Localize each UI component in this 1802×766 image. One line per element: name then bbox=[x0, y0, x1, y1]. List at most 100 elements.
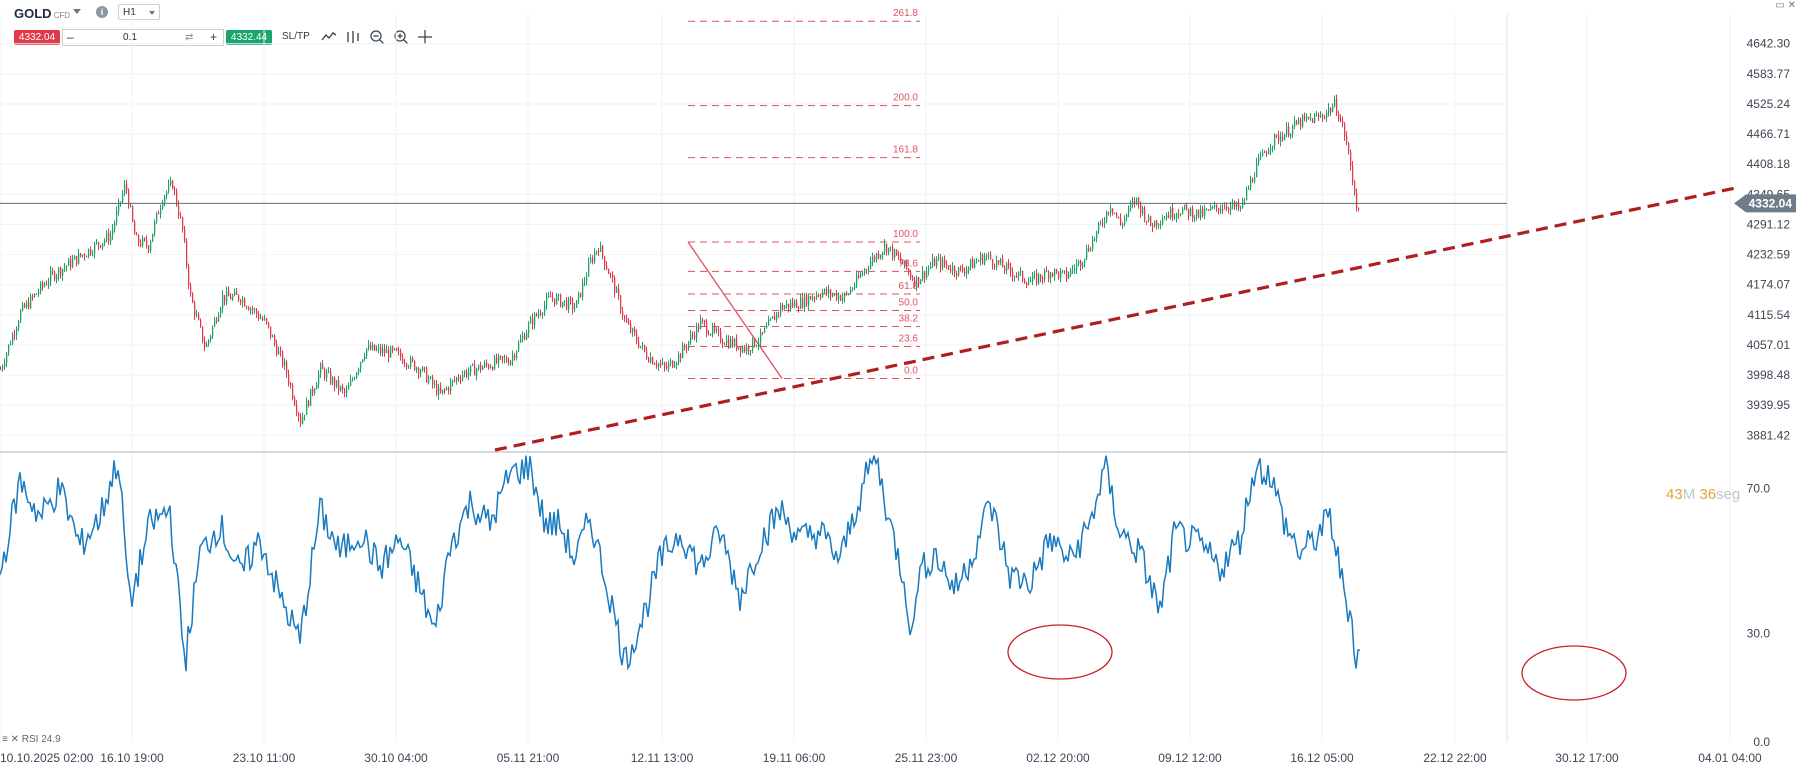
candle-body bbox=[508, 361, 510, 365]
fib-level-label: 161.8 bbox=[893, 145, 918, 156]
symbol-title[interactable]: GOLD CFD bbox=[14, 6, 71, 21]
candle-body bbox=[1180, 214, 1182, 216]
gridlines bbox=[0, 14, 1731, 742]
candle-body bbox=[712, 326, 714, 335]
candle-body bbox=[1192, 208, 1194, 219]
candle-body bbox=[1072, 269, 1074, 271]
indicators-icon[interactable] bbox=[344, 28, 362, 46]
candle-body bbox=[1142, 208, 1144, 214]
candle-body bbox=[984, 256, 986, 264]
candle-body bbox=[866, 269, 868, 271]
candle-body bbox=[1112, 208, 1114, 213]
fib-level-label: 78.6 bbox=[899, 258, 919, 269]
candle-body bbox=[530, 318, 532, 324]
candle-body bbox=[210, 335, 212, 340]
candle-body bbox=[458, 377, 460, 379]
candle-body bbox=[714, 326, 716, 331]
candle-body bbox=[1346, 136, 1348, 144]
candle-body bbox=[624, 316, 626, 319]
candle-body bbox=[550, 295, 552, 298]
candle-body bbox=[774, 316, 776, 321]
time-tick-label: 30.10 04:00 bbox=[364, 751, 428, 765]
candle-body bbox=[590, 258, 592, 263]
candle-body bbox=[1332, 106, 1334, 112]
candle-body bbox=[824, 289, 826, 293]
indicator-settings-icon[interactable]: ≡ ✕ bbox=[2, 734, 19, 745]
candle-body bbox=[700, 319, 702, 330]
candle-body bbox=[744, 347, 746, 352]
candle-body bbox=[188, 265, 190, 286]
candle-body bbox=[1048, 271, 1050, 279]
candle-body bbox=[92, 253, 94, 255]
time-tick-label: 16.12 05:00 bbox=[1290, 751, 1354, 765]
candle-body bbox=[486, 362, 488, 365]
candle-body bbox=[1298, 119, 1300, 125]
candle-body bbox=[1162, 219, 1164, 224]
candle-body bbox=[1296, 120, 1298, 125]
candle-body bbox=[598, 251, 600, 253]
candle-body bbox=[74, 255, 76, 260]
candle-body bbox=[168, 184, 170, 192]
candle-body bbox=[1126, 214, 1128, 219]
candle-body bbox=[262, 318, 264, 320]
rsi-tick-label: 70.0 bbox=[1747, 481, 1771, 495]
candle-body bbox=[760, 332, 762, 343]
minimize-icon[interactable]: ▭ bbox=[1775, 0, 1785, 11]
candle-body bbox=[422, 367, 424, 371]
candle-body bbox=[848, 293, 850, 295]
candle-body bbox=[390, 346, 392, 358]
time-tick-label: 09.12 12:00 bbox=[1158, 751, 1222, 765]
candle-body bbox=[142, 238, 144, 246]
candle-body bbox=[368, 344, 370, 349]
candle-body bbox=[1176, 213, 1178, 218]
rsi-tick-label: 0.0 bbox=[1753, 735, 1770, 749]
candle-body bbox=[576, 300, 578, 308]
time-tick-label: 22.12 22:00 bbox=[1423, 751, 1487, 765]
candle-body bbox=[402, 357, 404, 364]
timeframe-select[interactable]: H1 bbox=[118, 4, 160, 20]
candle-body bbox=[334, 377, 336, 387]
sell-button[interactable]: 4332.04 bbox=[14, 30, 60, 45]
close-icon[interactable]: ✕ bbox=[1787, 0, 1796, 11]
candle-body bbox=[1336, 99, 1338, 114]
candle-body bbox=[268, 322, 270, 327]
candle-body bbox=[620, 296, 622, 312]
candle-body bbox=[806, 294, 808, 306]
info-icon[interactable]: i bbox=[96, 6, 108, 18]
line-chart-icon[interactable] bbox=[320, 28, 338, 46]
quantity-stepper[interactable]: – 0.1 ⇄ + bbox=[62, 29, 224, 46]
buy-button[interactable]: 4332.44 bbox=[226, 30, 272, 45]
candle-body bbox=[1230, 205, 1232, 211]
candle-body bbox=[1114, 212, 1116, 214]
quantity-decrease-button[interactable]: – bbox=[67, 30, 74, 44]
quantity-field[interactable]: 0.1 bbox=[123, 32, 137, 43]
symbol-dropdown-chevron-icon[interactable] bbox=[73, 9, 81, 14]
candle-body bbox=[1160, 223, 1162, 225]
candle-body bbox=[608, 269, 610, 274]
candle-body bbox=[988, 254, 990, 256]
candle-body bbox=[1324, 117, 1326, 119]
candle-body bbox=[460, 378, 462, 380]
candle-body bbox=[972, 259, 974, 269]
candle-body bbox=[224, 295, 226, 302]
crosshair-icon[interactable] bbox=[416, 28, 434, 46]
candle-body bbox=[1144, 208, 1146, 221]
window-controls[interactable]: ▭ ✕ bbox=[1775, 0, 1796, 11]
sltp-button[interactable]: SL/TP bbox=[282, 31, 310, 42]
candle-body bbox=[1040, 274, 1042, 279]
candle-body bbox=[990, 254, 992, 260]
quantity-increase-button[interactable]: + bbox=[210, 30, 218, 44]
candle-body bbox=[500, 355, 502, 357]
candle-body bbox=[998, 260, 1000, 264]
candle-body bbox=[512, 355, 514, 361]
swap-icon[interactable]: ⇄ bbox=[185, 32, 194, 43]
candle-body bbox=[194, 302, 196, 316]
candle-body bbox=[112, 228, 114, 236]
candle-body bbox=[958, 267, 960, 276]
candle-body bbox=[198, 314, 200, 321]
candle-body bbox=[1020, 271, 1022, 273]
candle-body bbox=[732, 339, 734, 347]
candle-body bbox=[178, 205, 180, 216]
time-tick-label: 05.11 21:00 bbox=[497, 751, 560, 765]
